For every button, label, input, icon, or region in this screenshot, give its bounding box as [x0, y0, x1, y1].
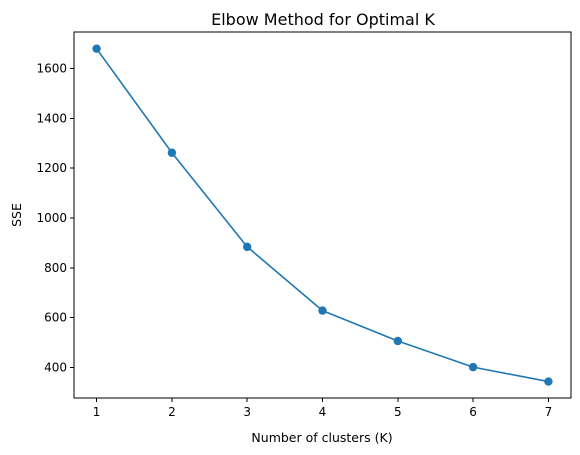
x-axis: 1 2 3 4 5 6 7: [93, 398, 552, 419]
y-tick-label: 1400: [36, 111, 67, 125]
y-tick-label: 1000: [36, 211, 67, 225]
x-axis-label: Number of clusters (K): [251, 430, 392, 445]
data-point: [167, 148, 177, 157]
y-axis: 400 600 800 1000 1200 1400 1600: [36, 62, 74, 374]
data-point: [468, 362, 478, 372]
y-tick-label: 800: [44, 261, 67, 275]
data-point: [318, 306, 327, 315]
y-tick-label: 1200: [36, 161, 67, 175]
x-tick-label: 5: [394, 405, 402, 419]
x-tick-label: 6: [469, 405, 477, 419]
series-layer: [92, 44, 553, 386]
data-point: [92, 44, 101, 53]
x-tick-label: 4: [319, 405, 327, 419]
plot-frame: [73, 31, 572, 399]
x-tick-label: 3: [243, 405, 251, 419]
y-tick-label: 400: [44, 360, 67, 374]
data-point: [242, 242, 252, 252]
y-axis-label: SSE: [9, 203, 24, 227]
y-tick-label: 600: [44, 311, 67, 325]
x-tick-label: 1: [93, 405, 101, 419]
x-tick-label: 2: [168, 405, 176, 419]
series-line: [95, 48, 549, 383]
data-point: [544, 377, 553, 386]
chart-title: Elbow Method for Optimal K: [211, 10, 435, 29]
data-point: [393, 336, 403, 346]
x-tick-label: 7: [545, 405, 553, 419]
y-tick-label: 1600: [36, 62, 67, 76]
